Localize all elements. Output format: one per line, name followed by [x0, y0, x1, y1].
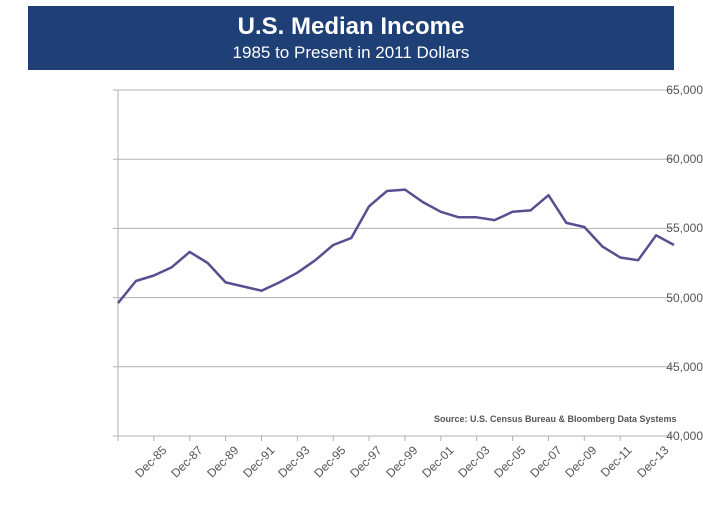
chart-container: { "chart": { "type": "line", "title": "U… [0, 0, 703, 517]
y-tick-label: 55,000 [595, 221, 703, 235]
y-tick-label: 40,000 [595, 429, 703, 443]
source-note: Source: U.S. Census Bureau & Bloomberg D… [434, 414, 677, 424]
y-tick-label: 65,000 [595, 83, 703, 97]
y-tick-label: 60,000 [595, 152, 703, 166]
y-tick-label: 45,000 [595, 360, 703, 374]
data-line [118, 190, 674, 304]
y-tick-label: 50,000 [595, 291, 703, 305]
